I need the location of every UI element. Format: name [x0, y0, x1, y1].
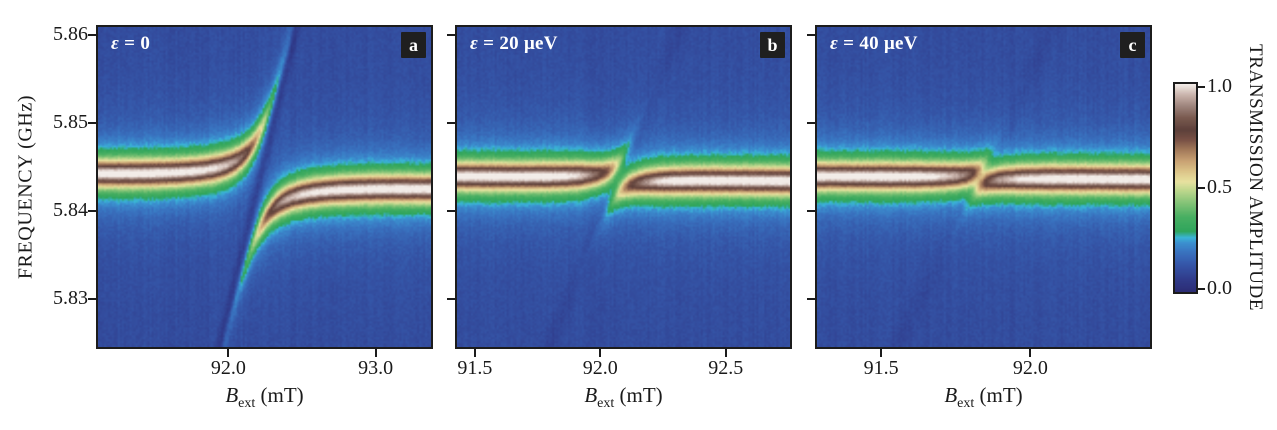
- b-field-subscript: ext: [957, 396, 975, 412]
- heatmap-canvas-a: [98, 27, 431, 347]
- y-axis-tick: [447, 298, 455, 301]
- x-axis-tick: [724, 349, 727, 357]
- y-axis-tick: [88, 33, 96, 36]
- b-field-subscript: ext: [597, 396, 615, 412]
- y-tick-label: 5.86: [53, 22, 88, 45]
- detuning-value: = 40 μeV: [838, 33, 918, 54]
- b-field-symbol: B: [584, 383, 598, 407]
- y-axis-tick: [807, 210, 815, 213]
- y-axis-tick: [807, 122, 815, 125]
- y-axis-tick: [447, 33, 455, 36]
- panel-letter-badge: b: [760, 32, 785, 58]
- x-tick-label: 91.5: [457, 357, 493, 379]
- b-field-subscript: ext: [238, 396, 256, 412]
- heatmap-panel-b: ε = 20 μeV b Bext (mT) 91.5 92.0 92.5: [447, 25, 792, 411]
- x-axis-label: Bext (mT): [584, 383, 662, 412]
- y-axis-tick: [88, 298, 96, 301]
- y-axis-tick: [447, 122, 455, 125]
- x-axis-tick: [599, 349, 602, 357]
- y-axis-tick: [807, 298, 815, 301]
- y-axis-tick: [447, 210, 455, 213]
- x-axis-tick: [880, 349, 883, 357]
- b-field-unit: (mT): [974, 383, 1023, 407]
- panel-letter-badge: a: [401, 32, 426, 58]
- panel-letter-badge: c: [1120, 32, 1145, 58]
- colorbar: 1.0 0.5 0.0: [1173, 75, 1232, 299]
- detuning-value: = 0: [119, 33, 151, 54]
- heatmap-canvas-b: [457, 27, 790, 347]
- y-axis-tick: [88, 210, 96, 213]
- colorbar-tick-label: 1.0: [1207, 75, 1232, 97]
- x-axis-tick: [473, 349, 476, 357]
- x-tick-label: 93.0: [358, 357, 394, 379]
- b-field-symbol: B: [225, 383, 239, 407]
- b-field-unit: (mT): [614, 383, 663, 407]
- x-tick-label: 92.0: [1012, 357, 1048, 379]
- heatmap-panel-a: ε = 0 a Bext (mT) 92.0 93.0 5.86 5.85 5.84 5.…: [53, 23, 433, 411]
- x-tick-label: 92.0: [582, 357, 618, 379]
- x-tick-label: 91.5: [863, 357, 899, 379]
- y-tick-label: 5.84: [53, 199, 88, 222]
- colorbar-tick-label: 0.0: [1207, 277, 1232, 299]
- epsilon-symbol: ε: [470, 33, 479, 54]
- detuning-value: = 20 μeV: [478, 33, 558, 54]
- detuning-annotation: ε = 20 μeV: [470, 33, 558, 55]
- detuning-annotation: ε = 0: [111, 33, 150, 55]
- x-axis-label: Bext (mT): [944, 383, 1022, 412]
- x-tick-label: 92.5: [708, 357, 744, 379]
- epsilon-symbol: ε: [111, 33, 120, 54]
- x-axis-tick: [1029, 349, 1032, 357]
- colorbar-label: TRANSMISSION AMPLITUDE: [1245, 44, 1266, 312]
- y-axis-tick: [88, 122, 96, 125]
- colorbar-tick: [1198, 86, 1205, 88]
- detuning-annotation: ε = 40 μeV: [830, 33, 918, 55]
- y-tick-label: 5.85: [53, 111, 88, 134]
- x-axis-tick: [227, 349, 230, 357]
- colorbar-gradient: [1175, 84, 1196, 292]
- colorbar-tick: [1198, 288, 1205, 290]
- heatmap-panel-c: ε = 40 μeV c Bext (mT) 91.5 92.0: [807, 25, 1152, 411]
- y-axis-tick: [807, 33, 815, 36]
- colorbar-tick: [1198, 187, 1205, 189]
- epsilon-symbol: ε: [830, 33, 839, 54]
- colorbar-tick-label: 0.5: [1207, 176, 1232, 198]
- x-axis-tick: [374, 349, 377, 357]
- x-axis-label: Bext (mT): [225, 383, 303, 412]
- b-field-symbol: B: [944, 383, 958, 407]
- y-tick-label: 5.83: [53, 287, 88, 310]
- x-tick-label: 92.0: [210, 357, 246, 379]
- heatmap-canvas-c: [817, 27, 1150, 347]
- b-field-unit: (mT): [255, 383, 304, 407]
